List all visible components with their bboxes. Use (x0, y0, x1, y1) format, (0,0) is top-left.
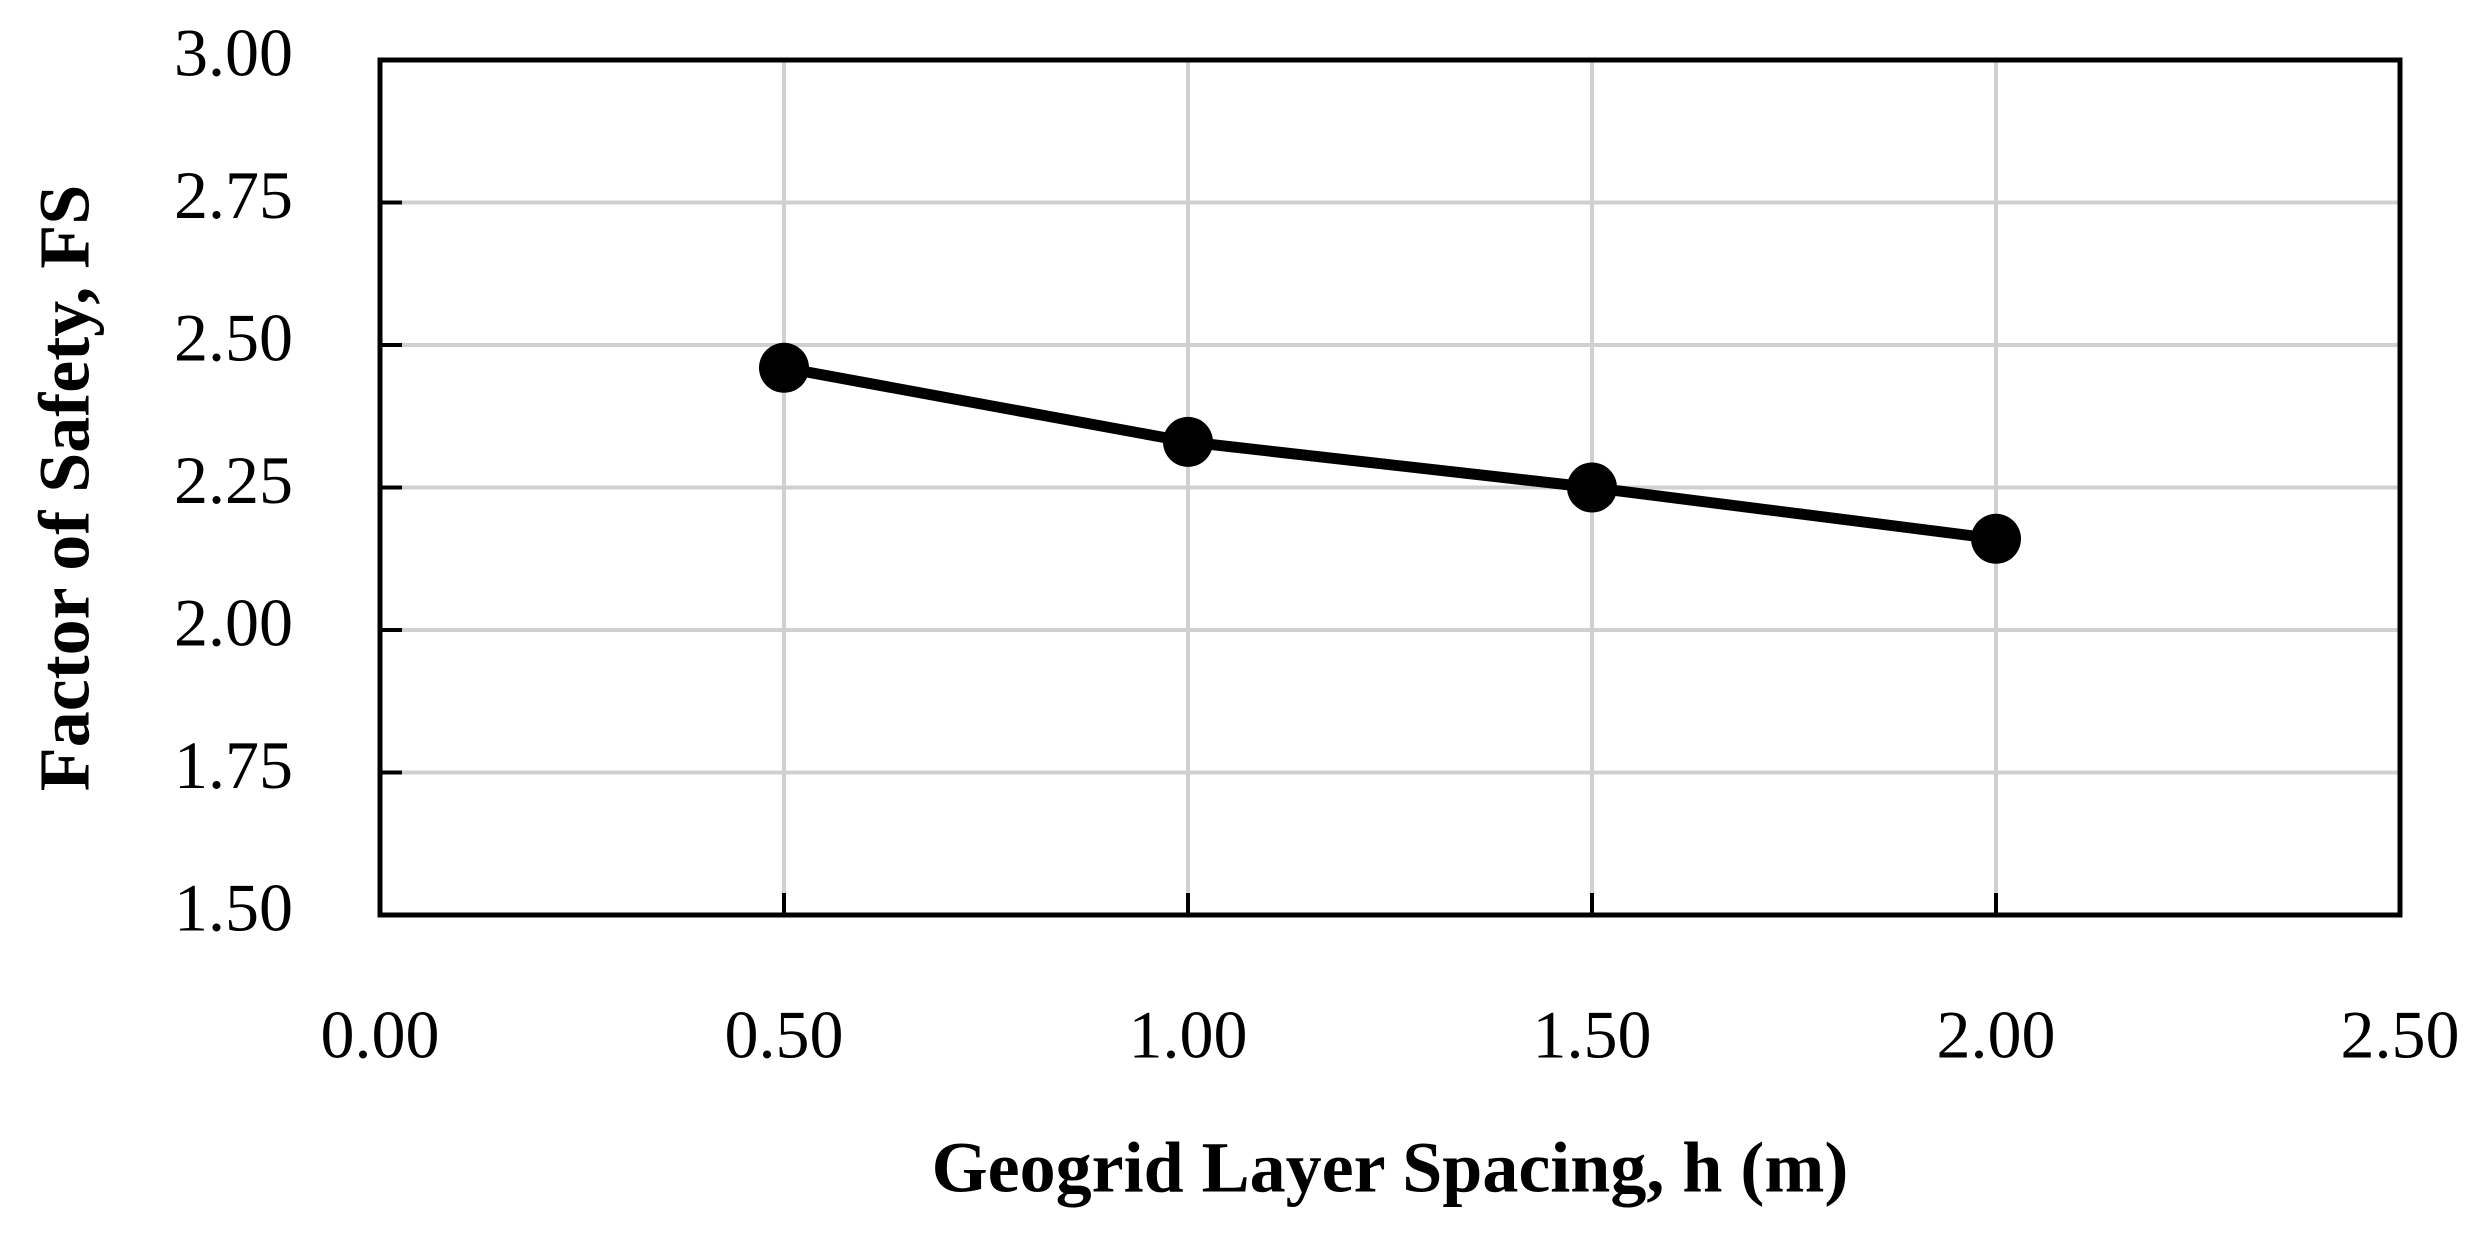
marks (759, 342, 2021, 564)
y-tick-label: 2.75 (174, 157, 293, 233)
x-tick-label: 1.50 (1533, 997, 1652, 1073)
x-tick-label: 0.00 (321, 997, 440, 1073)
x-tick-label: 2.50 (2341, 997, 2460, 1073)
y-tick-label: 1.50 (174, 870, 293, 946)
x-tick-label: 0.50 (725, 997, 844, 1073)
grid (378, 58, 2402, 917)
line-series (783, 362, 1997, 545)
data-point (1163, 416, 1213, 467)
x-axis-title: Geogrid Layer Spacing, h (m) (932, 1128, 1849, 1208)
plot-frame (377, 57, 2403, 918)
y-tick-label: 3.00 (174, 15, 293, 91)
y-axis-title: Factor of Safety, FS (25, 185, 105, 792)
x-tick-label: 1.00 (1129, 997, 1248, 1073)
x-tick-label: 2.00 (1937, 997, 2056, 1073)
y-tick-label: 1.75 (174, 727, 293, 803)
data-point (759, 342, 809, 393)
y-tick-label: 2.25 (174, 442, 293, 518)
data-point (1971, 513, 2021, 564)
data-point (1567, 462, 1617, 513)
y-tick-label: 2.00 (174, 585, 293, 661)
y-tick-label: 2.50 (174, 300, 293, 376)
